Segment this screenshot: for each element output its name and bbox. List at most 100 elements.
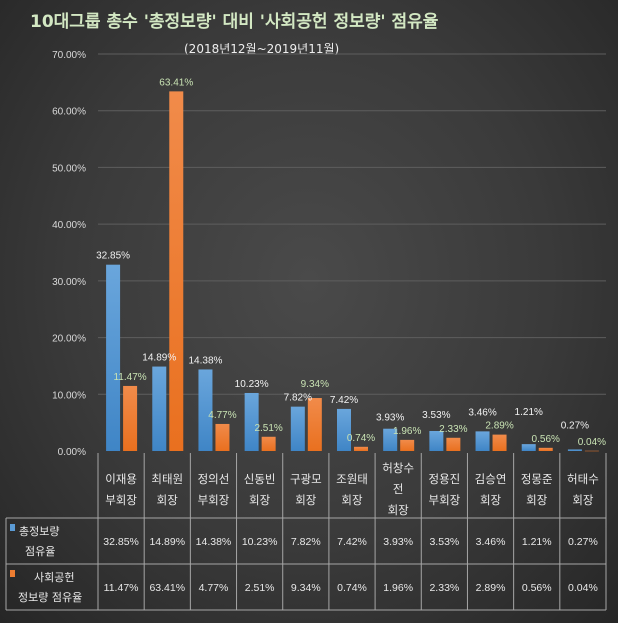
data-label: 3.93% <box>376 413 404 424</box>
table-value: 3.93% <box>383 536 413 548</box>
bar-social-share <box>215 423 230 451</box>
bar-total-share <box>567 449 582 451</box>
category-label: 부회장 <box>198 493 230 507</box>
y-tick-label: 30.00% <box>52 277 86 288</box>
category-label: 회장 <box>526 493 548 507</box>
bar-total-share <box>198 369 213 451</box>
bar-total-share <box>244 392 259 451</box>
table-value: 0.27% <box>568 536 598 548</box>
data-label: 4.77% <box>208 410 236 421</box>
data-label: 7.82% <box>284 393 312 404</box>
bar-total-share <box>290 406 305 451</box>
category-label: 허창수 <box>382 461 414 475</box>
data-label: 1.21% <box>515 407 543 418</box>
category-label: 회장 <box>572 493 594 507</box>
category-label: 전 <box>393 482 404 496</box>
data-label: 1.96% <box>393 426 421 437</box>
data-label: 2.89% <box>485 421 513 432</box>
category-label: 정몽준 <box>521 472 553 486</box>
y-tick-label: 60.00% <box>52 107 86 118</box>
table-value: 2.89% <box>476 582 506 594</box>
bar-social-share <box>169 91 184 451</box>
table-value: 7.42% <box>337 536 367 548</box>
category-label: 구광모 <box>290 472 322 486</box>
data-label: 3.53% <box>422 410 450 421</box>
table-value: 9.34% <box>291 582 321 594</box>
data-label: 10.23% <box>235 379 269 390</box>
data-label: 63.41% <box>159 77 193 88</box>
bar-total-share <box>152 366 167 451</box>
category-label: 허태수 <box>567 472 599 486</box>
table-value: 0.74% <box>337 582 367 594</box>
table-value: 0.56% <box>522 582 552 594</box>
table-value: 10.23% <box>242 536 278 548</box>
table-value: 0.04% <box>568 582 598 594</box>
legend-label: 정보량 점유율 <box>18 591 82 604</box>
table-value: 7.82% <box>291 536 321 548</box>
table-value: 3.53% <box>429 536 459 548</box>
table-value: 1.96% <box>383 582 413 594</box>
category-label: 김승연 <box>475 472 507 486</box>
y-tick-label: 20.00% <box>52 334 86 345</box>
chart-subtitle: (2018년12월~2019년11월) <box>184 42 339 56</box>
data-label: 2.33% <box>439 424 467 435</box>
bar-social-share <box>446 437 461 451</box>
bar-total-share <box>521 444 536 451</box>
category-label: 회장 <box>341 493 363 507</box>
bar-total-share <box>429 430 444 451</box>
category-label: 이재용 <box>105 472 137 486</box>
y-tick-label: 0.00% <box>58 447 86 458</box>
data-label: 14.38% <box>188 355 222 366</box>
legend-label: 점유율 <box>25 545 55 558</box>
bar-social-share <box>261 436 276 451</box>
y-tick-label: 50.00% <box>52 163 86 174</box>
category-label: 회장 <box>295 493 317 507</box>
data-label: 3.46% <box>468 407 496 418</box>
category-label: 회장 <box>480 493 502 507</box>
table-value: 63.41% <box>149 582 185 594</box>
table-value: 1.21% <box>522 536 552 548</box>
data-label: 0.56% <box>532 434 560 445</box>
table-value: 32.85% <box>103 536 139 548</box>
bar-total-share <box>475 431 490 451</box>
legend-label: 사회공헌 <box>34 571 74 584</box>
table-value: 11.47% <box>104 582 139 594</box>
chart-title: 10대그룹 총수 '총정보량' 대비 '사회공헌 정보량' 점유율 <box>30 12 439 32</box>
bar-social-share <box>123 385 138 451</box>
bar-social-share <box>538 447 553 451</box>
table-value: 4.77% <box>199 582 229 594</box>
category-label: 조원태 <box>336 472 368 486</box>
data-label: 0.04% <box>578 437 606 448</box>
category-label: 회장 <box>388 503 410 517</box>
data-label: 32.85% <box>96 251 130 262</box>
bar-social-share <box>492 434 507 451</box>
category-label: 회장 <box>157 493 179 507</box>
table-value: 2.51% <box>245 582 275 594</box>
data-label: 11.47% <box>113 372 146 383</box>
table-value: 2.33% <box>429 582 459 594</box>
data-label: 2.51% <box>254 423 282 434</box>
category-label: 정용진 <box>428 472 460 486</box>
table-value: 3.46% <box>476 536 506 548</box>
data-label: 14.89% <box>142 353 176 364</box>
y-tick-label: 10.00% <box>52 390 86 401</box>
legend-label: 총정보량 <box>19 525 59 538</box>
data-label: 0.27% <box>561 420 589 431</box>
category-label: 부회장 <box>105 493 137 507</box>
y-tick-label: 70.00% <box>52 50 86 61</box>
bar-social-share <box>584 450 599 452</box>
table-value: 14.89% <box>149 536 185 548</box>
bar-social-share <box>400 439 415 451</box>
data-label: 7.42% <box>330 395 358 406</box>
bar-total-share <box>337 408 351 451</box>
data-label: 9.34% <box>301 379 329 390</box>
data-label: 0.74% <box>347 433 375 444</box>
category-label: 회장 <box>249 493 271 507</box>
legend-key <box>10 570 15 577</box>
table-value: 14.38% <box>196 536 232 548</box>
bar-total-share <box>106 264 121 451</box>
bar-social-share <box>354 446 368 451</box>
category-label: 정의선 <box>198 472 230 486</box>
category-label: 최태원 <box>151 472 183 486</box>
